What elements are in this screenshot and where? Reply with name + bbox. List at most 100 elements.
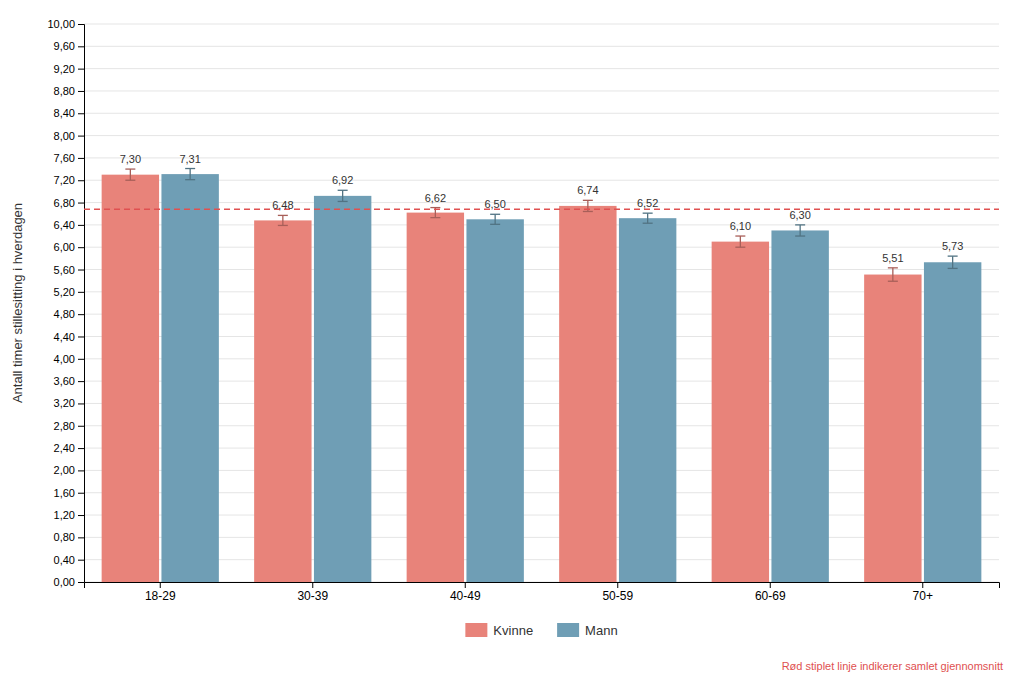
error-bar-part xyxy=(342,190,343,201)
x-tick: 18-29 xyxy=(145,582,176,603)
data-label: 6,52 xyxy=(637,197,658,209)
y-tick-label: 6,80 xyxy=(54,197,75,209)
grid-line xyxy=(84,68,999,69)
bar xyxy=(314,196,371,582)
y-tick: 5,60 xyxy=(54,264,84,276)
y-tick-label: 2,00 xyxy=(54,464,75,476)
y-axis-line xyxy=(78,25,85,583)
error-bar-part xyxy=(795,235,805,236)
y-tick-mark xyxy=(78,381,84,382)
error-bar-part xyxy=(190,169,191,180)
grid-line xyxy=(84,291,999,292)
y-tick-mark xyxy=(78,470,84,471)
y-tick-mark xyxy=(78,426,84,427)
error-bar-part xyxy=(735,247,745,248)
y-tick-mark xyxy=(78,180,84,181)
error-bar-part xyxy=(430,207,440,208)
error-bar xyxy=(948,256,958,268)
grid-line xyxy=(84,247,999,248)
y-axis-title: Antall timer stillesitting i hverdagen xyxy=(10,203,25,403)
error-bar-part xyxy=(490,224,500,225)
y-tick-label: 2,80 xyxy=(54,420,75,432)
error-bar-part xyxy=(583,200,593,201)
bar xyxy=(466,219,523,582)
error-bar-part xyxy=(888,281,898,282)
x-tick-mark xyxy=(922,582,923,588)
y-axis: 0,000,400,801,201,602,002,402,803,203,60… xyxy=(47,18,84,588)
y-tick: 0,00 xyxy=(54,576,84,588)
x-tick-label: 18-29 xyxy=(145,589,176,603)
y-tick-label: 8,80 xyxy=(54,85,75,97)
y-tick: 6,40 xyxy=(54,219,84,231)
legend-swatch xyxy=(557,623,579,637)
series xyxy=(161,169,981,582)
grid-line xyxy=(84,224,999,225)
y-tick-mark xyxy=(78,582,84,583)
y-tick-label: 1,60 xyxy=(54,487,75,499)
grid-line xyxy=(84,157,999,158)
error-bar-part xyxy=(338,201,348,202)
y-tick-label: 0,40 xyxy=(54,554,75,566)
error-bar-part xyxy=(185,179,195,180)
y-tick-label: 4,80 xyxy=(54,308,75,320)
data-label: 5,73 xyxy=(942,240,963,252)
x-tick-mark xyxy=(770,582,771,588)
grid-line xyxy=(84,314,999,315)
error-bar-part xyxy=(892,268,893,281)
grid-line xyxy=(84,269,999,270)
grid-line xyxy=(84,537,999,538)
legend-label: Kvinne xyxy=(493,623,533,638)
reference-line xyxy=(84,209,999,211)
y-tick-label: 6,40 xyxy=(54,219,75,231)
y-tick-label: 8,40 xyxy=(54,107,75,119)
x-axis: 18-2930-3940-4950-5960-6970+ xyxy=(85,582,1000,603)
grid-line xyxy=(84,448,999,449)
error-bar-part xyxy=(430,217,440,218)
y-tick-label: 1,20 xyxy=(54,509,75,521)
x-tick-mark xyxy=(465,582,466,588)
y-tick-mark xyxy=(78,69,84,70)
grid-line xyxy=(84,24,999,25)
grid-line xyxy=(84,113,999,114)
grid-line xyxy=(84,515,999,516)
error-bar-part xyxy=(647,213,648,223)
error-bar-part xyxy=(800,225,801,236)
grid-line xyxy=(84,381,999,382)
y-tick: 5,20 xyxy=(54,286,84,298)
bar xyxy=(407,213,464,582)
y-tick-label: 4,40 xyxy=(54,331,75,343)
y-tick-label: 9,20 xyxy=(54,63,75,75)
grid-line xyxy=(84,403,999,404)
y-tick: 2,00 xyxy=(54,464,84,476)
error-bar-part xyxy=(278,225,288,226)
x-tick: 70+ xyxy=(913,582,933,603)
y-tick-mark xyxy=(78,270,84,271)
y-tick-mark xyxy=(78,247,84,248)
y-tick-mark xyxy=(78,24,84,25)
y-tick-mark xyxy=(78,136,84,137)
y-tick: 9,20 xyxy=(54,63,84,75)
y-tick: 0,80 xyxy=(54,531,84,543)
y-tick: 9,60 xyxy=(54,40,84,52)
error-bar-part xyxy=(490,214,500,215)
y-tick: 7,60 xyxy=(54,152,84,164)
grid-line xyxy=(84,336,999,337)
error-bar xyxy=(735,236,745,247)
y-tick-mark xyxy=(78,515,84,516)
data-label: 6,62 xyxy=(425,192,446,204)
y-tick-mark xyxy=(78,314,84,315)
x-tick-label: 40-49 xyxy=(450,589,481,603)
y-tick-label: 7,60 xyxy=(54,152,75,164)
legend-swatch xyxy=(465,623,487,637)
grid xyxy=(84,24,999,582)
y-tick-mark xyxy=(78,560,84,561)
y-tick: 3,20 xyxy=(54,397,84,409)
data-label: 6,10 xyxy=(730,220,751,232)
data-label: 5,51 xyxy=(882,252,903,264)
legend: KvinneMann xyxy=(465,623,617,638)
y-tick: 6,00 xyxy=(54,241,84,253)
y-tick: 6,80 xyxy=(54,197,84,209)
x-tick-label: 70+ xyxy=(913,589,933,603)
y-tick-mark xyxy=(78,493,84,494)
x-tick: 50-59 xyxy=(602,582,633,603)
